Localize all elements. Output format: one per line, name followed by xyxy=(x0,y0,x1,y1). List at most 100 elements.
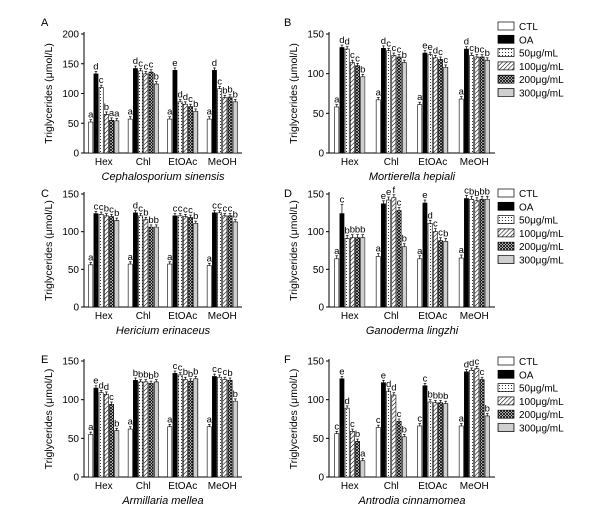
significance-letter: c xyxy=(397,409,402,420)
significance-letter: e xyxy=(339,366,344,377)
bar-a-hex-1 xyxy=(93,73,99,154)
y-tick-label: 100 xyxy=(307,69,324,80)
significance-letter: b xyxy=(402,424,407,435)
legend-label: 100μg/mL xyxy=(519,62,564,73)
significance-letter: b xyxy=(133,368,138,379)
legend-swatch xyxy=(497,409,515,419)
significance-letter: c xyxy=(149,60,154,71)
significance-letter: c xyxy=(212,201,217,212)
legend-swatch xyxy=(497,356,515,366)
significance-letter: d xyxy=(183,92,188,103)
x-tick-label: Hex xyxy=(341,157,359,168)
significance-letter: d xyxy=(386,379,391,390)
panel-letter: C xyxy=(41,188,49,200)
significance-letter: b xyxy=(104,102,109,113)
bar-d-etoac-3 xyxy=(432,231,438,308)
significance-letter: b xyxy=(474,45,479,56)
panel-letter: A xyxy=(41,17,49,29)
legend-label: 50μg/mL xyxy=(519,49,559,60)
significance-letter: b xyxy=(433,390,438,401)
bar-a-meoh-2 xyxy=(217,88,223,154)
bar-b-hex-5 xyxy=(360,76,366,154)
bar-b-chl-5 xyxy=(401,62,407,154)
bar-c-meoh-1 xyxy=(212,212,217,308)
bar-a-etoac-2 xyxy=(177,101,183,154)
significance-letter: b xyxy=(479,186,484,197)
significance-letter: c xyxy=(350,419,355,430)
significance-letter: c xyxy=(438,47,443,58)
significance-letter: b xyxy=(485,186,490,197)
legend-f: CTL OA 50μg/mL 100μg/mL 200μg/mL 300μg/mL xyxy=(497,356,564,435)
significance-letter: c xyxy=(355,53,360,64)
significance-letter: a xyxy=(128,252,134,263)
y-tick-label: 100 xyxy=(62,395,79,406)
significance-letter: d xyxy=(464,360,469,371)
significance-letter: c xyxy=(99,202,104,213)
bar-b-hex-0 xyxy=(334,106,340,154)
x-tick-label: Chl xyxy=(384,157,399,168)
bar-f-chl-0 xyxy=(375,427,381,478)
significance-letter: d xyxy=(428,210,433,221)
significance-letter: d xyxy=(433,45,438,56)
significance-letter: c xyxy=(480,367,485,378)
significance-letter: a xyxy=(114,108,120,119)
legend-swatch xyxy=(497,255,515,264)
significance-letter: c xyxy=(334,421,339,432)
bar-d-etoac-1 xyxy=(422,202,428,308)
significance-letter: c xyxy=(376,415,381,426)
significance-letter: a xyxy=(376,244,382,255)
significance-letter: c xyxy=(423,373,428,384)
significance-letter: d xyxy=(345,37,350,48)
significance-letter: d xyxy=(391,383,396,394)
significance-letter: b xyxy=(355,225,360,236)
bar-f-chl-5 xyxy=(401,436,407,478)
bar-c-meoh-4 xyxy=(227,215,233,308)
legend-label: OA xyxy=(519,35,534,46)
legend-swatch xyxy=(497,383,515,392)
panel-title: Hericium erinaceus xyxy=(116,325,211,337)
bar-d-hex-2 xyxy=(344,238,350,308)
x-tick-label: EtOAc xyxy=(418,311,447,322)
significance-letter: c xyxy=(469,43,474,54)
bar-c-chl-3 xyxy=(143,219,149,308)
significance-letter: a xyxy=(88,422,94,433)
x-tick-label: Chl xyxy=(384,481,399,492)
bar-e-chl-3 xyxy=(143,381,149,478)
significance-letter: b xyxy=(143,370,148,381)
bar-b-meoh-5 xyxy=(484,59,490,154)
y-tick-label: 100 xyxy=(307,395,324,406)
significance-letter: b xyxy=(233,210,238,221)
significance-letter: a xyxy=(376,87,382,98)
significance-letter: b xyxy=(188,369,193,380)
legend-swatch xyxy=(497,61,515,71)
bar-d-hex-0 xyxy=(334,258,340,308)
significance-letter: c xyxy=(350,50,355,61)
legend-swatch xyxy=(497,369,515,379)
bar-a-meoh-3 xyxy=(222,97,228,154)
significance-letter: a xyxy=(128,107,134,118)
y-tick-label: 50 xyxy=(313,109,325,120)
bar-f-hex-3 xyxy=(349,431,355,478)
legend-swatch xyxy=(497,88,515,97)
significance-letter: a xyxy=(207,414,213,425)
bar-e-meoh-3 xyxy=(222,379,228,478)
bar-a-chl-5 xyxy=(153,83,159,154)
bar-c-etoac-4 xyxy=(188,217,193,308)
bar-d-chl-2 xyxy=(386,199,392,308)
significance-letter: d xyxy=(178,89,183,100)
bar-f-etoac-3 xyxy=(432,402,438,478)
x-tick-label: MeOH xyxy=(460,157,489,168)
significance-letter: e xyxy=(422,190,427,201)
bar-a-chl-0 xyxy=(127,118,133,154)
bar-a-etoac-4 xyxy=(188,106,193,154)
significance-letter: b xyxy=(227,368,232,379)
bar-c-meoh-3 xyxy=(222,215,228,308)
bar-a-hex-3 xyxy=(103,114,109,154)
bar-e-chl-4 xyxy=(148,383,154,478)
bar-c-etoac-5 xyxy=(193,223,199,308)
significance-letter: a xyxy=(88,253,94,264)
significance-letter: b xyxy=(474,188,479,199)
